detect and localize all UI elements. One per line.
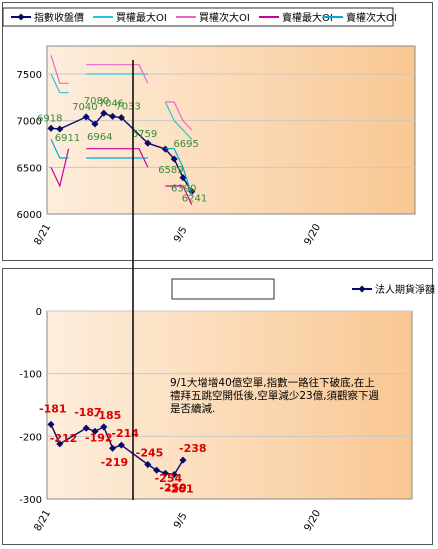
x-tick-label: 9/20: [302, 222, 323, 247]
data-point: [109, 444, 117, 452]
data-point: [170, 155, 178, 163]
legend-box-0: [2, 7, 394, 27]
data-label: -245: [136, 447, 164, 460]
data-point: [153, 466, 161, 474]
data-point: [144, 460, 152, 469]
y-tick-label: 6500: [17, 163, 42, 174]
data-label: -254: [155, 472, 183, 485]
data-label: 7080: [84, 96, 109, 107]
legend-label: 賣權最大OI: [282, 11, 333, 24]
data-label: 6759: [132, 129, 157, 140]
data-label: -192: [85, 431, 113, 444]
data-label: -259: [159, 481, 187, 494]
data-point: [161, 469, 169, 477]
x-tick-label: 9/5: [172, 225, 190, 244]
data-label: -181: [39, 402, 67, 415]
data-label: 6695: [173, 139, 198, 150]
data-point: [91, 427, 99, 435]
data-label: 6911: [55, 133, 80, 144]
data-point: [56, 440, 64, 448]
data-label: -187: [74, 406, 102, 419]
data-label: 6589: [158, 165, 183, 176]
x-tick-label: 8/21: [32, 508, 53, 533]
data-point: [179, 174, 187, 182]
data-point: [117, 441, 125, 449]
data-point: [179, 456, 187, 464]
data-label: 6241: [182, 194, 207, 205]
y-tick-label: 7000: [17, 117, 42, 128]
x-tick-label: 8/21: [32, 222, 53, 247]
data-label: -185: [94, 409, 122, 422]
data-label: -238: [179, 442, 207, 455]
series-line-0: [50, 112, 193, 192]
chart-annotation: 9/1大增增40億空單,指數一路往下破底,在上禮拜五跳空開低後,空單減少23億,…: [170, 377, 380, 415]
data-label: 6390: [171, 184, 196, 195]
x-tick-label: 9/20: [302, 508, 323, 533]
data-label: -212: [50, 432, 78, 445]
legend-marker: [17, 13, 25, 21]
legend-label: 賣權次大OI: [346, 11, 397, 24]
y-tick-label: -200: [19, 432, 42, 443]
legend-box-1: [171, 278, 275, 300]
data-point: [82, 424, 90, 432]
series-line-1: [50, 73, 193, 140]
data-point: [100, 423, 108, 431]
legend-label: 指數收盤價: [34, 11, 84, 24]
series-line-4: [50, 139, 193, 196]
series-line-3: [50, 148, 193, 205]
data-point: [100, 109, 108, 117]
data-label: -219: [101, 456, 129, 469]
legend-marker: [358, 285, 366, 293]
y-tick-label: -100: [19, 370, 42, 381]
y-tick-label: -300: [19, 495, 42, 506]
data-label: -261: [166, 483, 194, 496]
data-point: [144, 139, 152, 147]
data-point: [91, 120, 99, 128]
y-tick-label: 0: [36, 307, 42, 318]
data-point: [170, 471, 178, 479]
data-label: 6918: [37, 113, 62, 124]
data-point: [47, 420, 55, 428]
data-label: 7040: [72, 102, 97, 113]
legend-label: 買權次大OI: [199, 11, 250, 24]
data-label: 6964: [87, 132, 112, 143]
y-tick-label: 6000: [17, 210, 42, 221]
data-label: 7033: [115, 102, 140, 113]
series-line-2: [50, 55, 193, 131]
y-tick-label: 7500: [17, 70, 42, 81]
data-label: -214: [111, 427, 139, 440]
legend-label: 法人期貨淨額: [375, 283, 435, 296]
data-point: [47, 124, 55, 132]
data-point: [82, 113, 90, 121]
data-point: [117, 114, 125, 122]
data-point: [109, 112, 117, 120]
x-tick-label: 9/5: [172, 511, 190, 530]
legend-label: 買權最大OI: [116, 11, 167, 24]
data-label: 7046: [99, 98, 124, 109]
plot-area-0: [46, 45, 416, 215]
plot-area-1: [46, 310, 413, 500]
